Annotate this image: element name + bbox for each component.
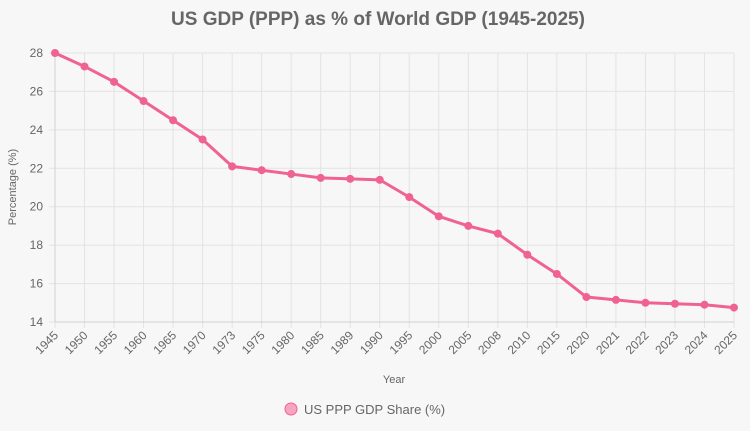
data-point[interactable] xyxy=(611,295,620,304)
x-tick-label: 2010 xyxy=(505,328,534,357)
data-point[interactable] xyxy=(169,116,178,125)
y-tick-label: 24 xyxy=(30,123,44,137)
data-point[interactable] xyxy=(493,229,502,238)
x-tick-label: 1973 xyxy=(209,328,238,357)
legend-label[interactable]: US PPP GDP Share (%) xyxy=(304,402,445,417)
data-point[interactable] xyxy=(257,166,266,175)
x-tick-label: 2008 xyxy=(475,328,504,357)
x-tick-label: 1955 xyxy=(91,328,120,357)
data-point[interactable] xyxy=(228,162,237,171)
x-tick-label: 2015 xyxy=(534,328,563,357)
data-point[interactable] xyxy=(434,212,443,221)
y-axis-title: Percentage (%) xyxy=(7,149,19,225)
x-axis-ticks: 1945 1950 1955 1960 1965 1970 1973 1975 1980 1985… xyxy=(32,328,740,357)
x-tick-label: 1945 xyxy=(32,328,61,357)
data-point[interactable] xyxy=(552,269,561,278)
x-tick-label: 2021 xyxy=(593,328,622,357)
x-tick-label: 1960 xyxy=(121,328,150,357)
data-point[interactable] xyxy=(641,298,650,307)
data-point[interactable] xyxy=(523,250,532,259)
data-point[interactable] xyxy=(80,62,89,71)
data-point[interactable] xyxy=(198,135,207,144)
data-point[interactable] xyxy=(316,173,325,182)
data-point[interactable] xyxy=(139,97,148,106)
x-tick-label: 2023 xyxy=(652,328,681,357)
x-tick-label: 1985 xyxy=(298,328,327,357)
series-layer xyxy=(51,49,738,312)
legend-swatch[interactable] xyxy=(284,402,298,416)
data-point[interactable] xyxy=(375,175,384,184)
data-point[interactable] xyxy=(730,303,738,312)
y-tick-label: 26 xyxy=(30,84,44,98)
data-point[interactable] xyxy=(670,299,679,308)
legend[interactable]: US PPP GDP Share (%) xyxy=(284,402,445,417)
data-point[interactable] xyxy=(287,170,296,179)
x-tick-label: 1970 xyxy=(180,328,209,357)
x-axis-title: Year xyxy=(383,374,406,386)
x-tick-label: 1990 xyxy=(357,328,386,357)
data-point[interactable] xyxy=(700,300,709,309)
x-tick-label: 2005 xyxy=(446,328,475,357)
y-tick-label: 20 xyxy=(30,200,44,214)
data-point[interactable] xyxy=(582,293,591,302)
x-tick-label: 1989 xyxy=(328,328,357,357)
y-tick-label: 22 xyxy=(30,161,44,175)
x-tick-label: 2024 xyxy=(682,328,711,357)
x-tick-label: 2000 xyxy=(416,328,445,357)
series-line xyxy=(54,51,735,310)
y-tick-label: 16 xyxy=(30,277,44,291)
x-tick-label: 1975 xyxy=(239,328,268,357)
x-tick-label: 1995 xyxy=(387,328,416,357)
data-point[interactable] xyxy=(405,193,414,202)
y-axis-ticks: 14 16 18 20 22 24 26 28 xyxy=(30,46,44,329)
data-point[interactable] xyxy=(346,174,355,183)
data-point[interactable] xyxy=(110,77,119,86)
y-tick-label: 28 xyxy=(30,46,44,60)
y-tick-label: 14 xyxy=(30,315,44,329)
x-tick-label: 1965 xyxy=(150,328,179,357)
grid xyxy=(49,52,735,328)
data-point[interactable] xyxy=(51,49,59,57)
x-tick-label: 2025 xyxy=(711,328,740,357)
y-tick-label: 18 xyxy=(30,238,44,252)
data-point[interactable] xyxy=(464,221,473,230)
chart-title: US GDP (PPP) as % of World GDP (1945-202… xyxy=(171,9,585,30)
x-tick-label: 2020 xyxy=(564,328,593,357)
x-tick-label: 1980 xyxy=(269,328,298,357)
x-tick-label: 1950 xyxy=(62,328,91,357)
x-tick-label: 2022 xyxy=(623,328,652,357)
